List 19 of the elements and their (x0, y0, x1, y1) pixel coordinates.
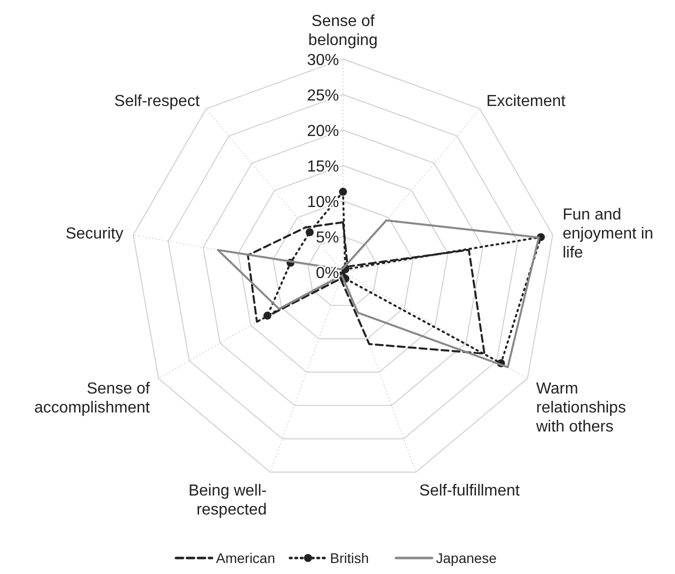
legend-label: British (330, 550, 369, 566)
spoke-label: Self-respect (114, 93, 200, 110)
spoke-label: Sense of accomplishment (34, 380, 150, 416)
spoke-label: Excitement (486, 93, 566, 110)
y-tick-label: 10% (306, 194, 339, 211)
spoke-label: Sense of belonging (308, 13, 378, 49)
spoke-label: Security (66, 225, 124, 242)
spoke-label: Self-fulfillment (419, 482, 520, 500)
y-tick-label: 15% (306, 158, 339, 176)
spoke-label: Warm relationships with others (535, 380, 626, 436)
y-tick-label: 30% (306, 52, 339, 69)
spoke-label: Being well-respected (188, 482, 267, 519)
y-tick-label: 20% (306, 123, 339, 140)
legend-label: Japanese (436, 550, 497, 566)
y-tick-label: 0% (316, 265, 339, 282)
legend-label: American (216, 550, 276, 566)
y-tick-label: 25% (306, 88, 339, 104)
y-tick-label: 5% (316, 230, 339, 246)
spoke-label: Fun and enjoyment in life (562, 206, 654, 262)
